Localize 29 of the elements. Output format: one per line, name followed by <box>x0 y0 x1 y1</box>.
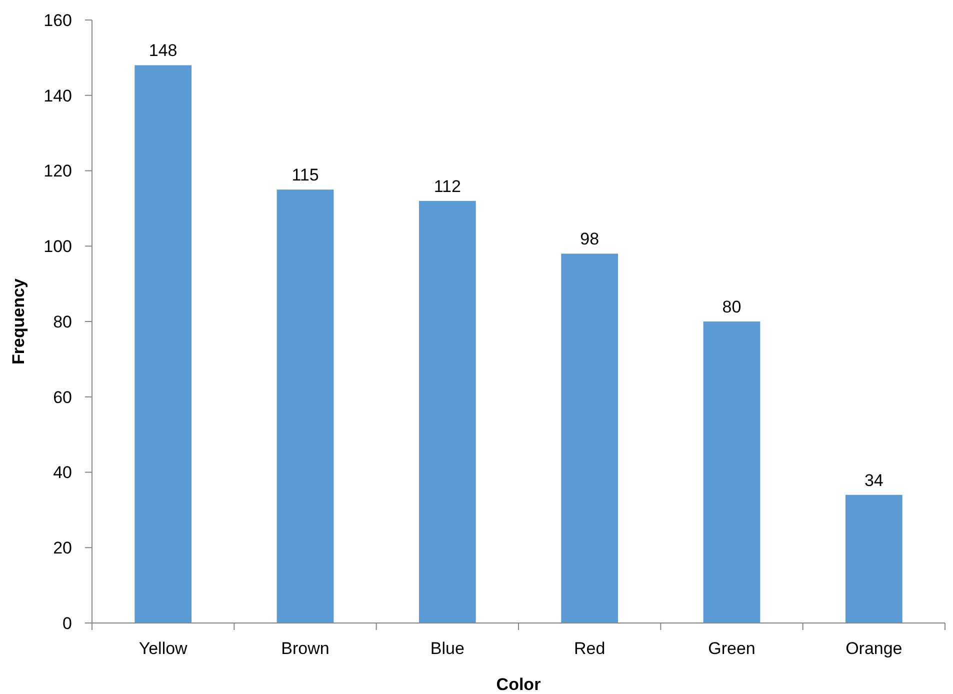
bar <box>134 65 192 623</box>
x-tick-label: Orange <box>846 639 902 658</box>
data-label: 98 <box>580 230 600 249</box>
data-label: 115 <box>292 166 319 185</box>
bar <box>561 254 618 623</box>
x-tick-label: Green <box>708 639 756 658</box>
x-axis-title: Color <box>496 675 542 694</box>
x-tick-label: Brown <box>281 639 330 658</box>
y-tick-label: 60 <box>53 388 72 407</box>
bar <box>703 322 760 623</box>
y-tick-label: 120 <box>44 162 72 181</box>
y-tick-label: 160 <box>44 10 72 30</box>
y-tick-label: 20 <box>53 538 72 558</box>
data-label: 80 <box>722 298 742 316</box>
y-tick-label: 0 <box>62 614 72 633</box>
x-tick-label: Blue <box>430 639 464 658</box>
x-tick-label: Red <box>574 639 606 658</box>
y-axis-title: Frequency <box>9 278 28 364</box>
data-label: 148 <box>148 41 178 60</box>
y-tick-label: 80 <box>53 312 72 332</box>
data-label: 112 <box>434 176 461 196</box>
bar <box>418 200 476 623</box>
bar <box>276 190 334 623</box>
y-tick-label: 140 <box>44 86 72 106</box>
y-tick-label: 40 <box>53 463 72 482</box>
x-tick-label: Yellow <box>138 639 188 658</box>
y-tick-label: 100 <box>44 237 72 256</box>
data-label: 34 <box>864 470 884 490</box>
bar <box>845 494 902 623</box>
